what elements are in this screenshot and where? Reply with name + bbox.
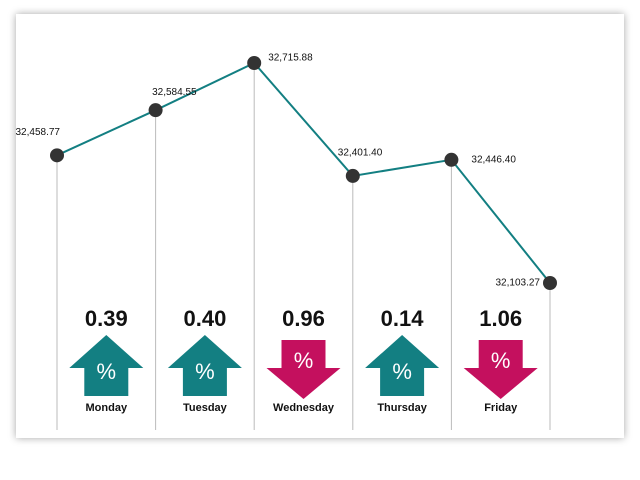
percent-symbol: % (195, 359, 215, 384)
percent-symbol: % (491, 348, 511, 373)
arrow-up (69, 335, 144, 396)
point (247, 56, 262, 70)
day-label: Wednesday (273, 402, 335, 414)
value-label: 32,715.88 (268, 53, 313, 64)
day-label: Thursday (377, 402, 427, 414)
value-label: 32,103.27 (496, 278, 541, 289)
arrow-down (463, 340, 538, 399)
change-label: 0.96 (282, 306, 325, 331)
price-line (56, 61, 551, 284)
arrow-up (167, 335, 242, 396)
change-label: 0.14 (381, 306, 425, 331)
percent-symbol: % (294, 348, 314, 373)
point (50, 148, 64, 163)
percent-symbol: % (392, 359, 412, 384)
value-label: 32,401.40 (338, 148, 383, 159)
point (543, 276, 557, 290)
point (345, 168, 360, 183)
change-label: 0.40 (183, 306, 226, 331)
arrow-down (266, 340, 341, 399)
change-label: 0.39 (85, 306, 128, 331)
value-label: 32,446.40 (471, 154, 516, 165)
change-label: 1.06 (479, 306, 522, 331)
day-label: Friday (484, 402, 518, 414)
arrow-up (365, 335, 440, 396)
value-label: 32,458.77 (16, 127, 61, 138)
point (444, 152, 459, 167)
day-label: Monday (86, 402, 128, 414)
percent-symbol: % (97, 359, 117, 384)
point (148, 103, 163, 118)
day-label: Tuesday (183, 402, 228, 414)
value-label: 32,584.55 (152, 87, 197, 98)
